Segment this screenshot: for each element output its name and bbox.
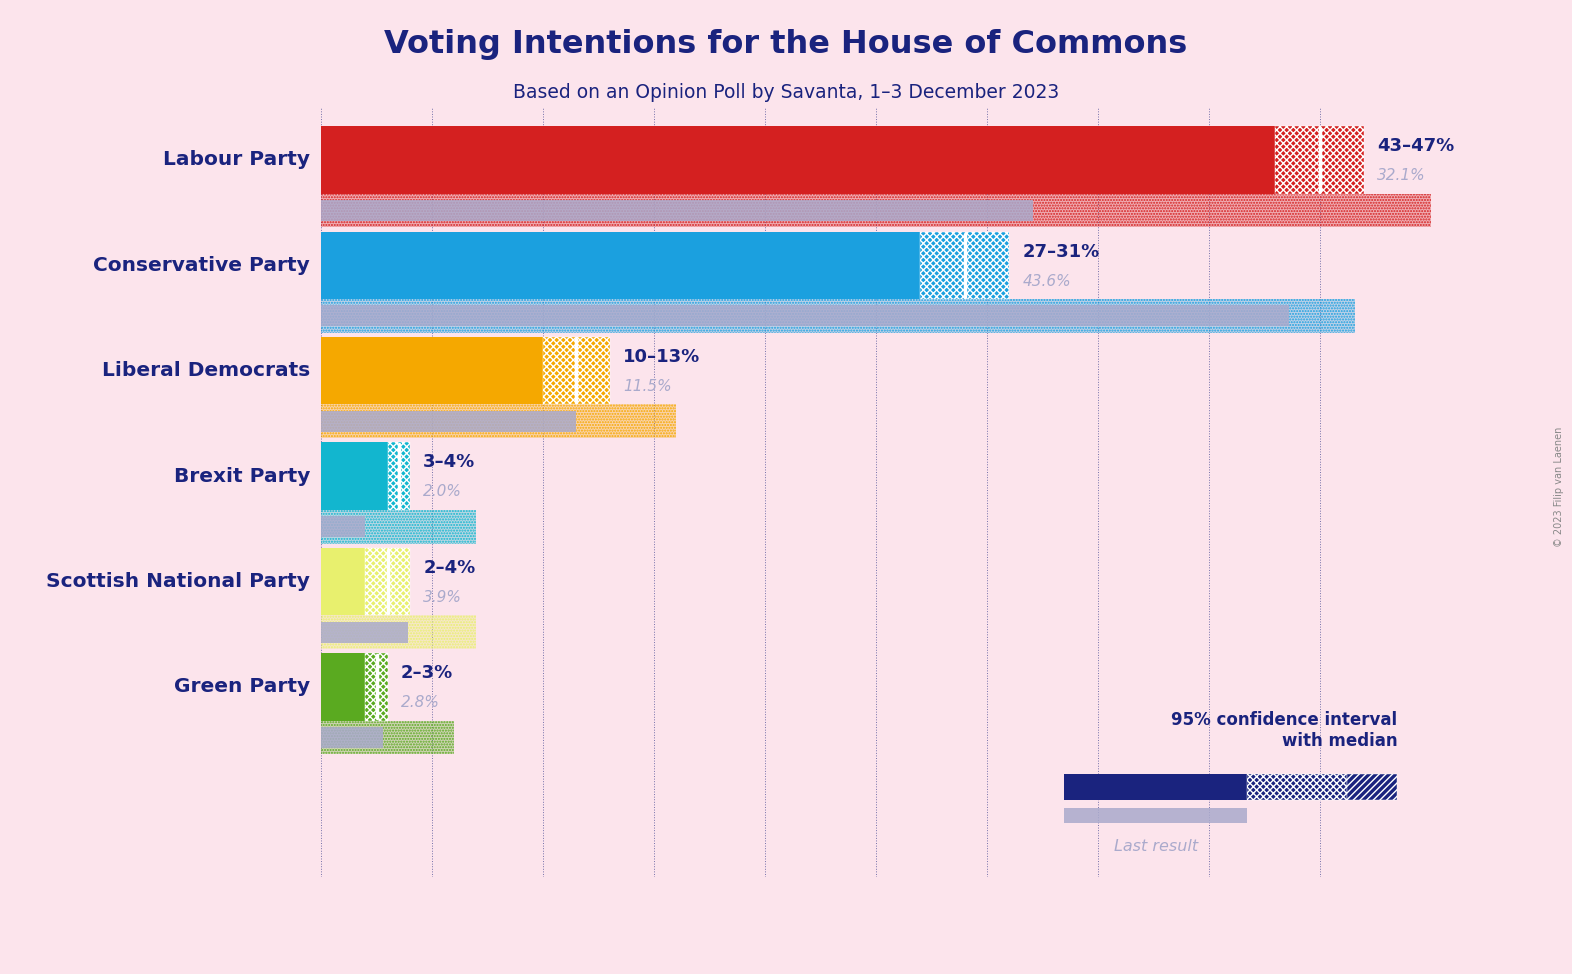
Bar	[321, 616, 476, 649]
Bar	[920, 232, 1009, 299]
Bar	[365, 547, 410, 616]
Bar	[1064, 774, 1248, 800]
Bar	[321, 232, 920, 299]
Text: Green Party: Green Party	[174, 677, 310, 696]
Text: 2–3%: 2–3%	[401, 664, 453, 682]
Bar	[321, 404, 676, 438]
Bar	[321, 194, 1431, 227]
Bar	[321, 411, 577, 431]
Bar	[542, 337, 610, 404]
Bar	[321, 299, 1355, 333]
Bar	[321, 516, 365, 538]
Bar	[321, 200, 1033, 221]
Text: © 2023 Filip van Laenen: © 2023 Filip van Laenen	[1555, 427, 1564, 547]
Text: 27–31%: 27–31%	[1022, 243, 1099, 261]
Bar	[1275, 126, 1364, 194]
Bar	[388, 442, 410, 509]
Text: 3.9%: 3.9%	[423, 590, 462, 605]
Bar	[321, 442, 388, 509]
Bar	[321, 727, 384, 748]
Text: Voting Intentions for the House of Commons: Voting Intentions for the House of Commo…	[385, 29, 1187, 60]
Text: Liberal Democrats: Liberal Democrats	[102, 361, 310, 380]
Bar	[1064, 808, 1248, 823]
Text: 32.1%: 32.1%	[1377, 169, 1426, 183]
Bar	[321, 194, 1431, 227]
Bar	[321, 721, 454, 754]
Bar	[321, 509, 476, 543]
Text: Based on an Opinion Poll by Savanta, 1–3 December 2023: Based on an Opinion Poll by Savanta, 1–3…	[512, 83, 1060, 102]
Bar	[321, 621, 407, 643]
Text: 95% confidence interval
with median: 95% confidence interval with median	[1171, 711, 1398, 750]
Text: 10–13%: 10–13%	[623, 348, 700, 366]
Bar	[1248, 774, 1347, 800]
Bar	[321, 305, 1289, 326]
Bar	[321, 299, 1355, 333]
Bar	[321, 616, 476, 649]
Text: 43.6%: 43.6%	[1022, 274, 1071, 288]
Text: 2.0%: 2.0%	[423, 484, 462, 500]
Text: 2.8%: 2.8%	[401, 695, 440, 710]
Text: Last result: Last result	[1115, 839, 1198, 853]
Bar	[321, 509, 476, 543]
Text: 2–4%: 2–4%	[423, 559, 475, 577]
Text: 3–4%: 3–4%	[423, 453, 475, 471]
Text: Scottish National Party: Scottish National Party	[46, 572, 310, 591]
Bar	[321, 721, 454, 754]
Bar	[321, 404, 676, 438]
Text: Conservative Party: Conservative Party	[93, 256, 310, 275]
Bar	[365, 654, 388, 721]
Bar	[321, 547, 365, 616]
Bar	[1347, 774, 1398, 800]
Text: Labour Party: Labour Party	[163, 150, 310, 169]
Text: 43–47%: 43–47%	[1377, 137, 1454, 155]
Bar	[321, 126, 1275, 194]
Bar	[321, 654, 365, 721]
Text: Brexit Party: Brexit Party	[173, 467, 310, 486]
Bar	[321, 337, 542, 404]
Text: 11.5%: 11.5%	[623, 379, 671, 393]
